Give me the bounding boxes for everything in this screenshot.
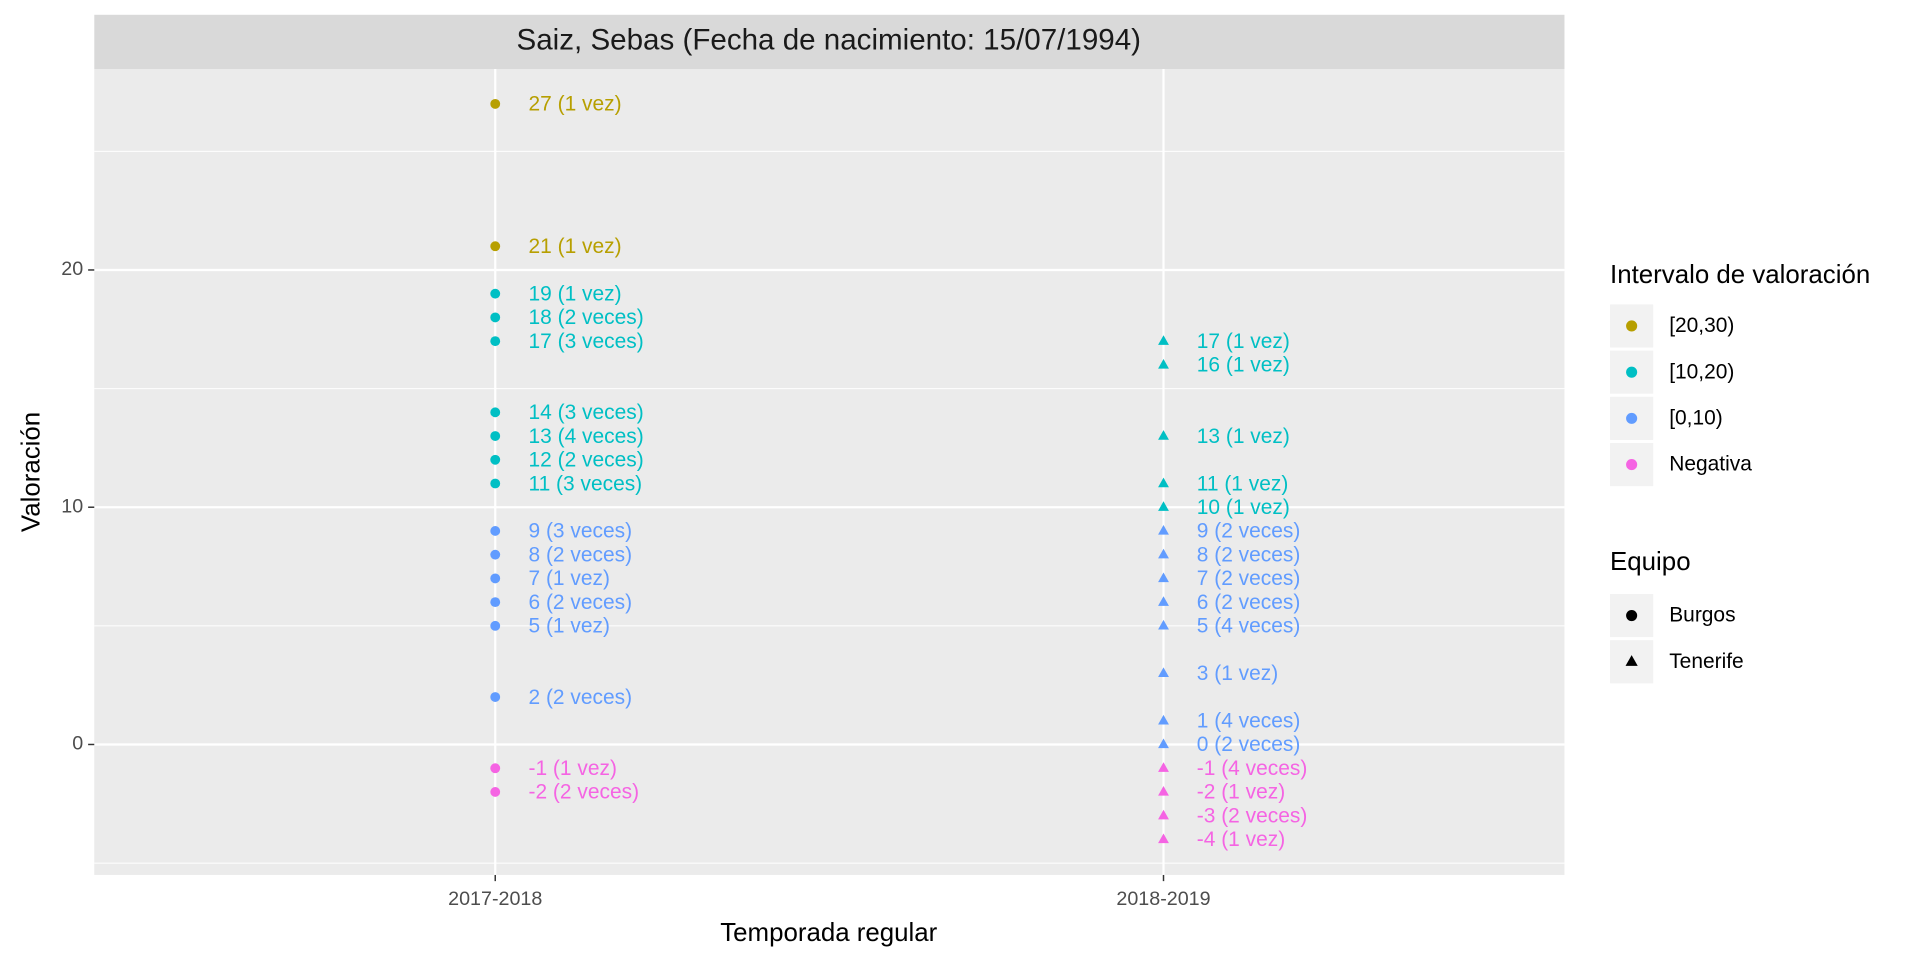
x-tick-label: 2017-2018 (448, 888, 542, 910)
legend-label: Burgos (1669, 604, 1735, 627)
data-label: 9 (3 veces) (529, 520, 633, 543)
data-label: 7 (1 vez) (529, 567, 610, 590)
point (1158, 667, 1169, 677)
point (1158, 762, 1169, 772)
point (490, 478, 501, 489)
x-tick-label: 2018-2019 (1116, 888, 1210, 910)
point (490, 288, 501, 299)
point (490, 573, 501, 584)
point (490, 620, 501, 631)
point (490, 312, 501, 323)
data-label: 18 (2 veces) (529, 306, 644, 329)
point (490, 431, 501, 441)
point (1158, 548, 1169, 559)
data-label: 21 (1 vez) (529, 235, 622, 258)
data-label: 8 (2 veces) (1197, 543, 1301, 566)
data-label: -1 (1 vez) (529, 757, 617, 780)
panel (94, 69, 1565, 875)
data-label: 7 (2 veces) (1197, 567, 1301, 590)
point (1158, 786, 1169, 796)
point (490, 763, 501, 774)
legend-label: [20,30) (1669, 314, 1734, 337)
point (1158, 477, 1169, 488)
point (490, 549, 501, 560)
y-axis-label: Valoración (17, 412, 45, 532)
legend-swatch (1626, 459, 1638, 471)
point (1158, 430, 1169, 440)
point (1158, 358, 1169, 369)
legend-label: Tenerife (1669, 650, 1744, 673)
point (1158, 525, 1169, 535)
data-label: 10 (1 vez) (1197, 496, 1290, 519)
legend-label: [0,10) (1669, 407, 1723, 430)
point (490, 336, 501, 347)
data-label: 12 (2 veces) (529, 449, 644, 472)
data-label: 9 (2 veces) (1197, 520, 1301, 543)
data-label: 11 (3 veces) (529, 472, 643, 495)
data-label: 8 (2 veces) (529, 543, 633, 566)
data-label: -4 (1 vez) (1197, 828, 1285, 851)
data-label: 11 (1 vez) (1197, 472, 1289, 495)
point (490, 454, 501, 465)
y-tick-label: 20 (61, 258, 83, 280)
chart-title: Saiz, Sebas (Fecha de nacimiento: 15/07/… (517, 24, 1141, 57)
point (490, 526, 501, 536)
color-legend-title: Intervalo de valoración (1610, 261, 1870, 289)
data-label: -2 (2 veces) (529, 781, 640, 804)
point (1158, 833, 1169, 844)
point (1158, 335, 1169, 345)
point (490, 597, 501, 608)
point (490, 692, 501, 702)
point (1158, 809, 1169, 820)
legend-label: [10,20) (1669, 360, 1734, 383)
data-label: -1 (4 veces) (1197, 757, 1308, 780)
point (1158, 714, 1169, 725)
point (1626, 610, 1638, 622)
shape-legend-title: Equipo (1610, 548, 1691, 576)
point (1158, 619, 1169, 630)
legend-label: Negativa (1669, 453, 1752, 476)
data-label: 17 (3 veces) (529, 330, 644, 353)
legend-swatch (1626, 412, 1638, 424)
data-label: 14 (3 veces) (529, 401, 644, 424)
data-label: 6 (2 veces) (1197, 591, 1301, 614)
data-label: 1 (4 veces) (1197, 710, 1301, 733)
point (1625, 655, 1638, 666)
point (1158, 738, 1169, 749)
data-label: 13 (1 vez) (1197, 425, 1290, 448)
point (490, 98, 501, 109)
point (490, 241, 501, 252)
y-tick-label: 0 (72, 733, 83, 755)
point (1158, 501, 1169, 511)
point (490, 786, 501, 797)
data-label: 5 (4 veces) (1197, 615, 1301, 638)
data-label: 13 (4 veces) (529, 425, 644, 448)
point (490, 407, 501, 418)
data-label: 3 (1 vez) (1197, 662, 1278, 685)
data-label: 17 (1 vez) (1197, 330, 1290, 353)
y-tick-label: 10 (61, 495, 83, 517)
legend-swatch (1626, 366, 1638, 378)
x-axis-label: Temporada regular (720, 919, 937, 947)
data-label: 0 (2 veces) (1197, 733, 1301, 756)
title-strip (94, 14, 1565, 70)
point (1158, 572, 1169, 583)
data-label: -2 (1 vez) (1197, 781, 1285, 804)
data-label: 19 (1 vez) (529, 282, 622, 305)
point (1158, 596, 1169, 606)
legend-swatch (1626, 320, 1638, 332)
data-label: 5 (1 vez) (529, 615, 610, 638)
data-label: -3 (2 veces) (1197, 804, 1308, 827)
data-label: 6 (2 veces) (529, 591, 633, 614)
data-label: 27 (1 vez) (529, 93, 622, 116)
data-label: 16 (1 vez) (1197, 354, 1290, 377)
data-label: 2 (2 veces) (529, 686, 633, 709)
